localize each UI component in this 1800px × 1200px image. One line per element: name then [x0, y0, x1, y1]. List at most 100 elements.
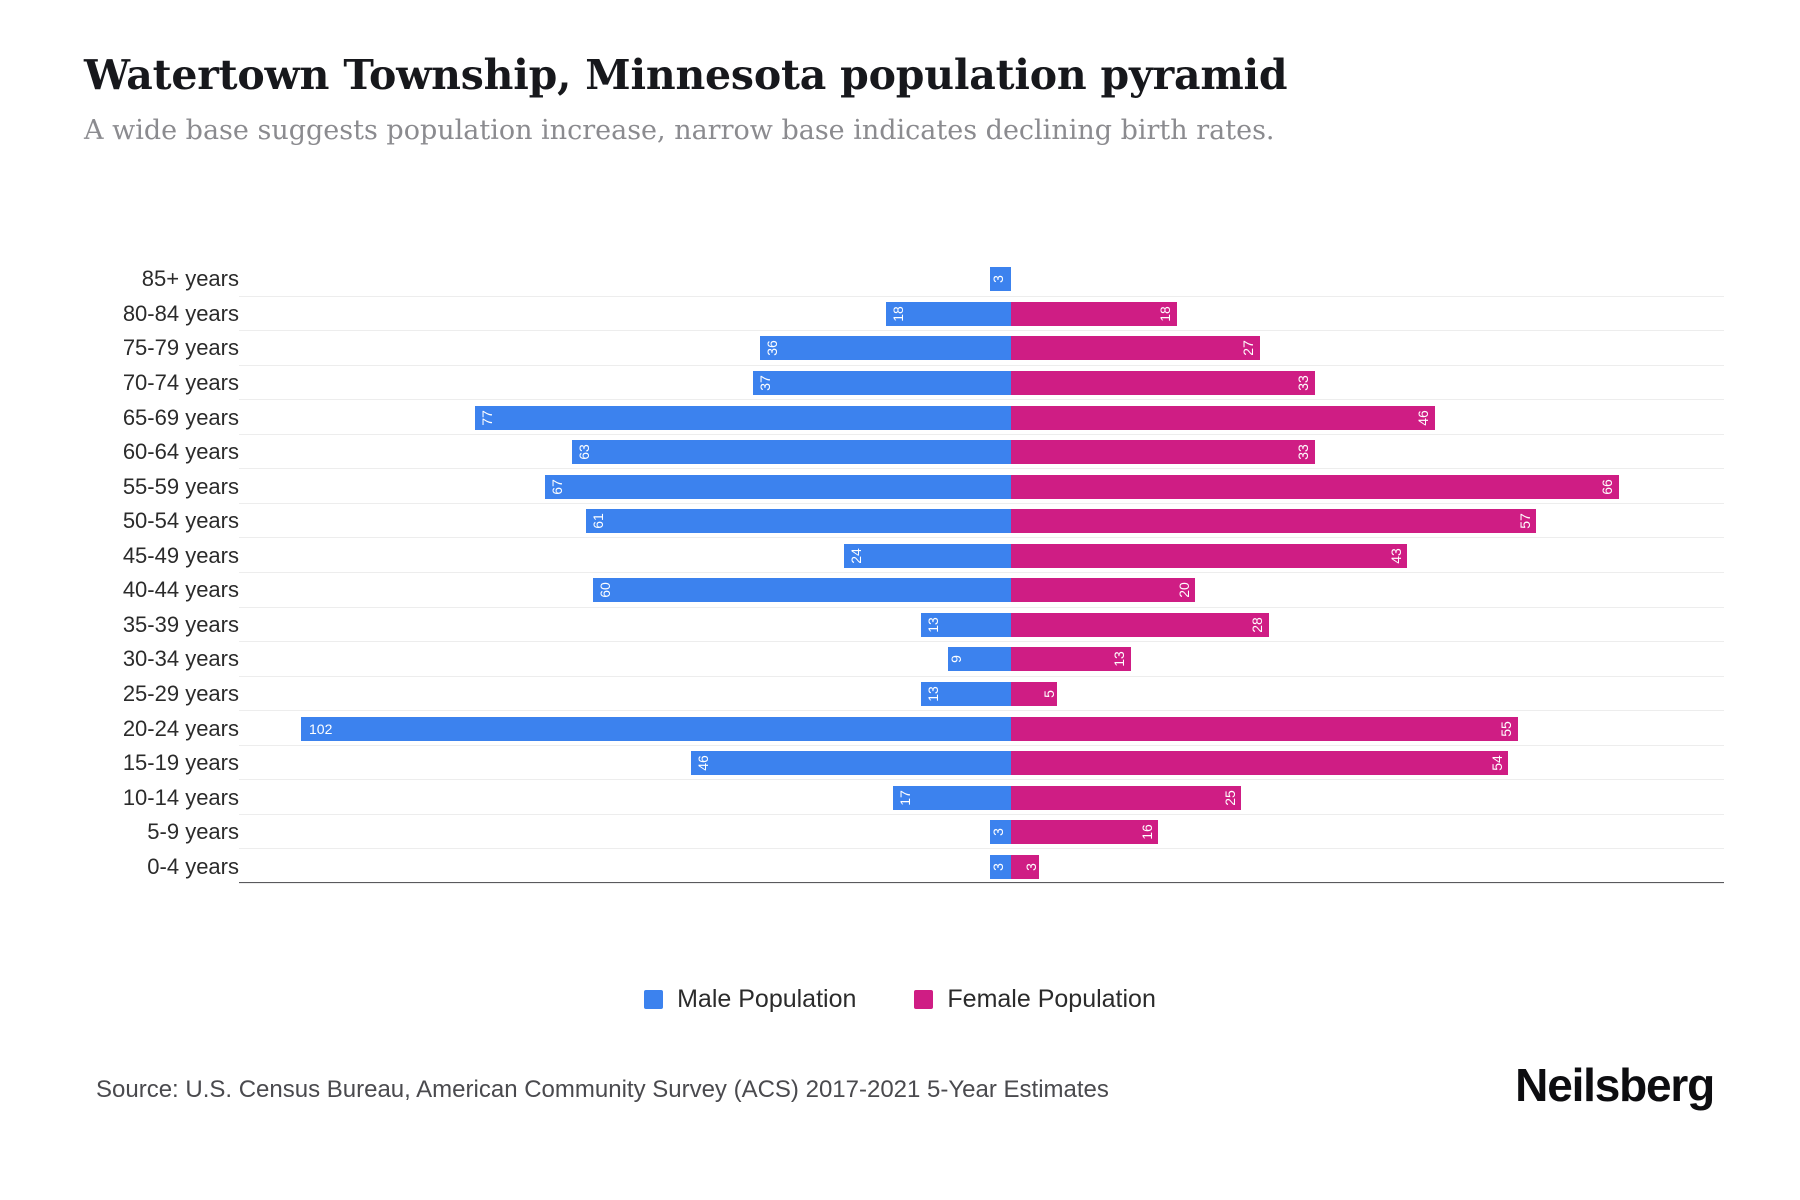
bar-value-male-3: 37	[757, 375, 774, 391]
bar-value-male-1: 18	[889, 306, 906, 322]
bar-male-6: 67	[544, 474, 1011, 499]
y-axis-tick-6: 55-59 years	[122, 473, 239, 499]
bar-value-female-4: 46	[1414, 409, 1431, 426]
bar-male-11: 9	[948, 647, 1011, 672]
gridline	[239, 364, 1724, 366]
y-axis-tick-16: 5-9 years	[147, 819, 239, 845]
brand-logo: Neilsberg	[1515, 1059, 1715, 1111]
bar-male-10: 13	[920, 612, 1011, 637]
bar-female-2: 27	[1011, 336, 1260, 361]
bar-value-male-10: 13	[924, 617, 941, 633]
chart-header: Watertown Township, Minnesota population…	[84, 51, 1724, 148]
bar-value-female-12: 5	[1041, 690, 1058, 698]
gridline	[239, 572, 1724, 573]
bar-value-female-7: 57	[1516, 513, 1533, 529]
bar-value-male-4: 77	[478, 409, 495, 426]
legend-swatch-icon	[914, 990, 934, 1009]
bar-female-3: 33	[1011, 370, 1315, 395]
legend-item-male[interactable]: Male Population	[644, 985, 856, 1014]
legend-label: Female Population	[947, 985, 1156, 1013]
bar-value-female-5: 33	[1295, 444, 1312, 460]
bar-male-0: 3	[990, 267, 1011, 292]
bar-value-female-1: 18	[1157, 306, 1174, 322]
y-axis-tick-15: 10-14 years	[122, 784, 239, 810]
bar-male-14: 46	[690, 751, 1011, 776]
bar-value-female-15: 25	[1221, 789, 1238, 806]
bar-value-male-8: 24	[847, 547, 864, 564]
bar-female-1: 18	[1011, 301, 1177, 326]
bar-female-13: 55	[1011, 716, 1518, 741]
gridline	[239, 295, 1724, 297]
gridline	[239, 330, 1724, 332]
bar-male-7: 61	[586, 509, 1011, 534]
bar-value-male-11: 9	[948, 655, 965, 664]
y-axis-labels: 85+ years 80-84 years 75-79 years 70-74 yea…	[84, 262, 239, 884]
bar-male-9: 60	[593, 578, 1011, 603]
y-axis-tick-11: 30-34 years	[122, 646, 239, 672]
bar-value-female-6: 66	[1599, 478, 1616, 495]
y-axis-tick-0: 85+ years	[141, 266, 239, 292]
bar-male-5: 63	[572, 440, 1011, 465]
page-subtitle: A wide base suggests population increase…	[84, 115, 1275, 147]
gridline	[239, 710, 1724, 712]
bar-value-female-2: 27	[1239, 340, 1256, 357]
y-axis-tick-1: 80-84 years	[122, 300, 239, 326]
bar-male-3: 37	[753, 370, 1011, 395]
bar-value-male-5: 63	[576, 444, 593, 460]
bar-female-11: 13	[1011, 647, 1131, 672]
bar-male-17: 3	[990, 854, 1011, 879]
y-axis-tick-13: 20-24 years	[122, 715, 239, 741]
gridline	[239, 468, 1724, 470]
bar-value-male-12: 13	[924, 686, 941, 702]
bar-male-12: 13	[920, 681, 1011, 706]
gridline	[239, 399, 1724, 401]
bar-value-male-2: 36	[764, 340, 781, 357]
bar-value-female-9: 20	[1175, 582, 1192, 599]
gridline	[239, 641, 1724, 643]
bar-value-male-13: 102	[309, 720, 333, 737]
bar-male-16: 3	[990, 820, 1011, 845]
bar-value-female-3: 33	[1295, 375, 1312, 391]
bar-female-7: 57	[1011, 509, 1537, 534]
bar-female-5: 33	[1011, 440, 1315, 465]
y-axis-tick-12: 25-29 years	[122, 680, 239, 706]
y-axis-tick-2: 75-79 years	[122, 335, 239, 361]
source-note: Source: U.S. Census Bureau, American Com…	[96, 1076, 1109, 1103]
bar-female-16: 16	[1011, 820, 1159, 845]
bar-value-male-17: 3	[990, 862, 1007, 871]
bar-value-female-10: 28	[1249, 617, 1266, 633]
gridline	[239, 779, 1724, 781]
gridline	[239, 502, 1724, 504]
y-axis-tick-4: 65-69 years	[122, 404, 239, 430]
bar-male-4: 77	[475, 405, 1011, 430]
bar-female-12: 5	[1011, 681, 1058, 706]
bar-female-6: 66	[1011, 474, 1619, 499]
y-axis-tick-9: 40-44 years	[122, 577, 239, 603]
bar-value-female-11: 13	[1110, 651, 1127, 668]
bar-value-female-13: 55	[1497, 720, 1514, 737]
bar-male-8: 24	[843, 543, 1011, 568]
bar-male-1: 18	[885, 301, 1011, 326]
bar-value-female-8: 43	[1387, 547, 1404, 564]
gridline	[239, 883, 1724, 884]
bar-female-8: 43	[1011, 543, 1408, 568]
bar-female-4: 46	[1011, 405, 1435, 430]
bar-value-female-17: 3	[1022, 862, 1039, 871]
bar-male-15: 17	[892, 785, 1011, 810]
bar-female-14: 54	[1011, 751, 1509, 776]
y-axis-tick-10: 35-39 years	[122, 611, 239, 637]
y-axis-tick-3: 70-74 years	[122, 369, 239, 395]
bar-value-male-16: 3	[990, 828, 1007, 837]
gridline	[239, 537, 1724, 539]
bar-female-15: 25	[1011, 785, 1242, 810]
legend-item-female[interactable]: Female Population	[914, 985, 1156, 1014]
bar-female-10: 28	[1011, 612, 1269, 637]
chart-plot-wrapper: 85+ years 80-84 years 75-79 years 70-74 yea…	[84, 262, 1724, 912]
bar-value-male-7: 61	[590, 513, 607, 529]
bar-value-female-16: 16	[1138, 824, 1155, 840]
gridline	[239, 433, 1724, 435]
gridline	[239, 744, 1724, 746]
plot-area: 3 18 18 36 27 37 33 77 46 63 33 67 66 61 57 24 43 60 20 13 2…	[239, 262, 1724, 884]
bar-female-17: 3	[1011, 854, 1039, 879]
